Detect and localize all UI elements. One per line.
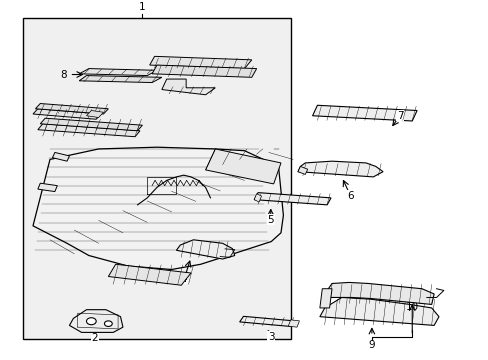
Polygon shape [79, 76, 162, 82]
Text: 2: 2 [91, 333, 98, 343]
Polygon shape [149, 57, 251, 68]
Polygon shape [297, 161, 382, 177]
Circle shape [104, 321, 112, 327]
Circle shape [86, 318, 96, 325]
Polygon shape [69, 310, 122, 332]
Polygon shape [86, 111, 103, 117]
Polygon shape [38, 124, 140, 137]
Polygon shape [176, 240, 234, 259]
Polygon shape [319, 297, 438, 325]
Polygon shape [33, 109, 101, 119]
Bar [23, 18, 290, 339]
Polygon shape [254, 193, 330, 205]
Polygon shape [319, 289, 331, 308]
Polygon shape [205, 149, 281, 184]
Polygon shape [38, 183, 57, 192]
Text: 3: 3 [267, 332, 274, 342]
Polygon shape [52, 152, 69, 161]
Polygon shape [40, 118, 142, 131]
Text: 5: 5 [267, 215, 273, 225]
Text: 8: 8 [60, 69, 67, 80]
Text: 4: 4 [181, 274, 187, 284]
Polygon shape [152, 65, 256, 77]
Text: 9: 9 [368, 339, 374, 350]
Text: 1: 1 [139, 2, 145, 12]
Polygon shape [324, 283, 433, 305]
Polygon shape [239, 316, 293, 327]
Polygon shape [108, 264, 191, 285]
Polygon shape [254, 194, 261, 202]
Polygon shape [79, 68, 157, 76]
Polygon shape [312, 105, 416, 121]
Polygon shape [35, 104, 108, 114]
Text: 6: 6 [346, 191, 353, 201]
Polygon shape [287, 320, 299, 327]
Polygon shape [162, 79, 215, 95]
Polygon shape [33, 147, 283, 270]
Text: 7: 7 [396, 111, 403, 121]
Polygon shape [297, 166, 307, 175]
Text: 10: 10 [405, 302, 418, 312]
